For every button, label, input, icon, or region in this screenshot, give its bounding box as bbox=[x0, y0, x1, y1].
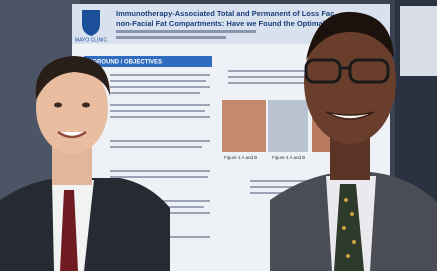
side-poster bbox=[400, 6, 437, 76]
affiliations bbox=[116, 36, 226, 39]
figure-image bbox=[222, 100, 266, 152]
figure-caption: Figure 4 A and B bbox=[272, 155, 305, 160]
authors bbox=[116, 30, 256, 33]
figure-caption: Figure 1 A and B bbox=[224, 155, 257, 160]
page: MAYO CLINIC Immunotherapy-Associated Tot… bbox=[0, 0, 437, 271]
poster-title: non-Facial Fat Compartments: Have we Fou… bbox=[116, 19, 334, 28]
photo: MAYO CLINIC Immunotherapy-Associated Tot… bbox=[0, 0, 437, 271]
poster-title: Immunotherapy-Associated Total and Perma… bbox=[116, 9, 334, 18]
figure-image bbox=[268, 100, 308, 152]
logo-text: MAYO CLINIC bbox=[75, 37, 108, 43]
